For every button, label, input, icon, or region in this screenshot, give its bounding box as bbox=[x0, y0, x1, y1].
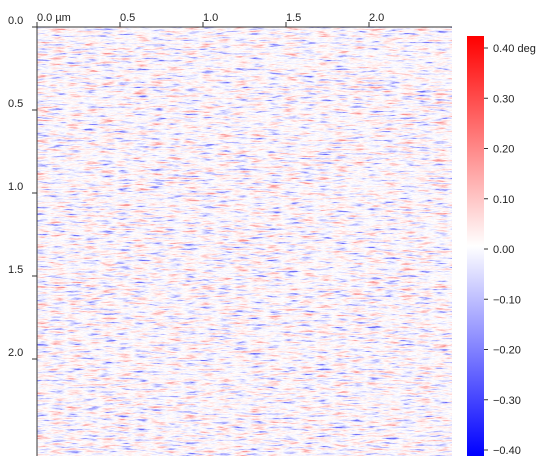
x-tick-label: 2.0 bbox=[369, 12, 384, 24]
x-tick-label: 1.0 bbox=[203, 12, 218, 24]
colorbar bbox=[467, 36, 484, 456]
y-tick-label: 0.5 bbox=[8, 98, 23, 110]
x-tick-label: 0.5 bbox=[120, 12, 135, 24]
x-tick-label: 0.0 µm bbox=[37, 12, 71, 24]
y-tick-label: 2.0 bbox=[8, 347, 23, 359]
colorbar-tick-label: 0.00 bbox=[493, 244, 514, 256]
colorbar-tick-label: −0.10 bbox=[493, 294, 521, 306]
colorbar-tick-label: −0.30 bbox=[493, 395, 521, 407]
colorbar-tick-label: 0.40 deg bbox=[493, 43, 536, 55]
phase-image bbox=[37, 27, 452, 456]
y-tick-label: 0.0 bbox=[8, 15, 23, 27]
x-tick-label: 1.5 bbox=[286, 12, 301, 24]
y-tick-label: 1.0 bbox=[8, 181, 23, 193]
colorbar-tick-label: 0.20 bbox=[493, 144, 514, 156]
colorbar-tick-label: 0.10 bbox=[493, 194, 514, 206]
colorbar-tick-label: −0.40 bbox=[493, 445, 521, 456]
y-tick-label: 1.5 bbox=[8, 264, 23, 276]
colorbar-tick-label: 0.30 bbox=[493, 93, 514, 105]
colorbar-tick-label: −0.20 bbox=[493, 345, 521, 357]
